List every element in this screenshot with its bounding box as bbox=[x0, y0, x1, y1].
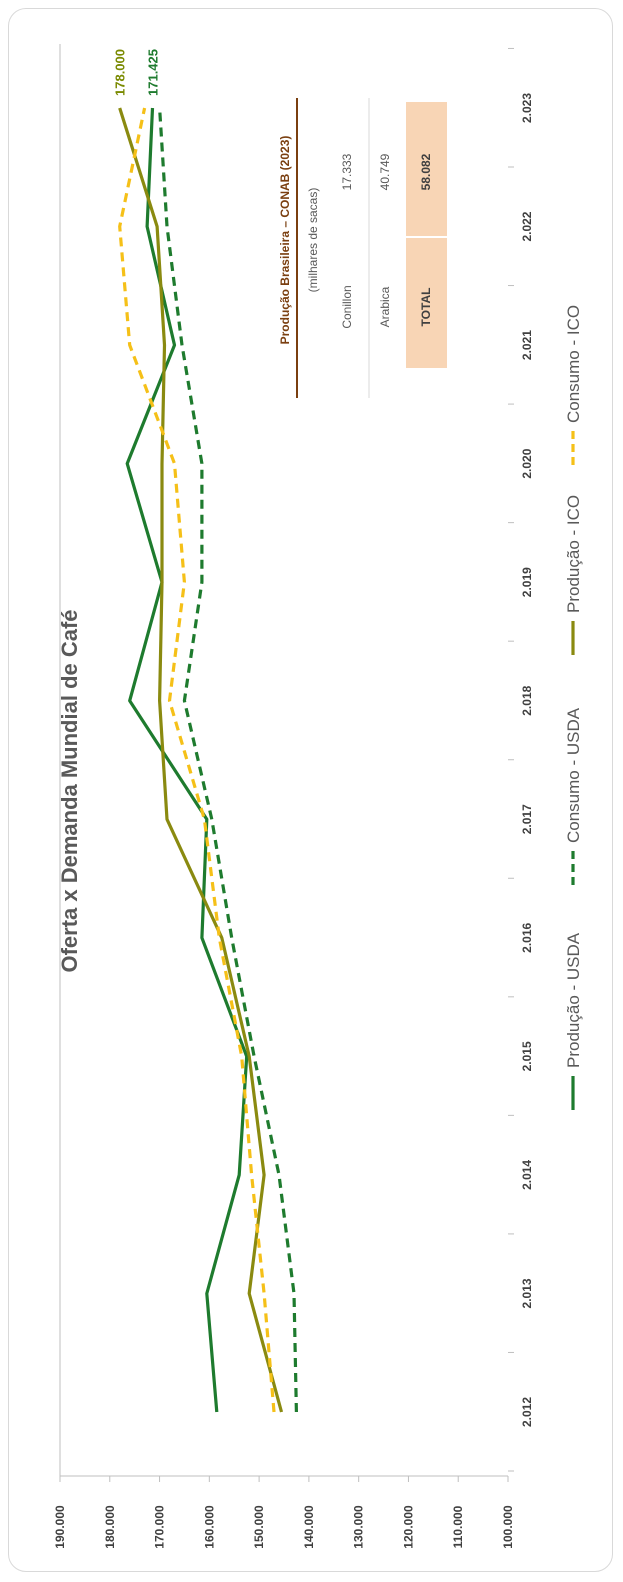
category-tick-label: 2.018 bbox=[520, 685, 534, 715]
value-tick-label: 130.000 bbox=[352, 1505, 366, 1549]
value-tick-label: 120.000 bbox=[401, 1505, 415, 1549]
legend-label: Produção - ICO bbox=[564, 495, 583, 613]
row-label-arabica: Arabica bbox=[378, 286, 392, 327]
series-line bbox=[118, 107, 284, 1413]
value-tick-label: 170.000 bbox=[153, 1505, 167, 1549]
row-value-conillon: 17.333 bbox=[340, 153, 354, 190]
chart-card bbox=[8, 8, 613, 1572]
legend-label: Produção - USDA bbox=[564, 932, 583, 1068]
value-tick-label: 140.000 bbox=[302, 1505, 316, 1549]
series-lines bbox=[118, 107, 298, 1413]
category-tick-label: 2.020 bbox=[520, 448, 534, 478]
value-ticks: 100.000 110.000 120.000 130.000 140.000 150.0… bbox=[53, 1476, 515, 1549]
total-value: 58.082 bbox=[419, 153, 433, 190]
category-tick-label: 2.023 bbox=[520, 93, 534, 123]
legend-label: Consumo - USDA bbox=[564, 707, 583, 843]
category-tick-label: 2.022 bbox=[520, 211, 534, 241]
value-tick-label: 160.000 bbox=[202, 1505, 216, 1549]
series-line bbox=[125, 107, 249, 1413]
end-labels: 178.000 171.425 bbox=[113, 49, 161, 96]
series-line bbox=[118, 107, 276, 1413]
table-title: Produção Brasileira – CONAB (2023) bbox=[278, 136, 292, 345]
category-tick-label: 2.014 bbox=[520, 1160, 534, 1190]
total-row-background bbox=[406, 102, 447, 368]
category-tick-label: 2.015 bbox=[520, 1041, 534, 1071]
row-label-conillon: Conillon bbox=[340, 285, 354, 328]
value-tick-label: 100.000 bbox=[501, 1505, 515, 1549]
category-tick-label: 2.017 bbox=[520, 804, 534, 834]
category-tick-label: 2.016 bbox=[520, 922, 534, 952]
production-table: Produção Brasileira – CONAB (2023) (milh… bbox=[278, 98, 447, 398]
total-label: TOTAL bbox=[419, 288, 433, 327]
category-tick-label: 2.019 bbox=[520, 567, 534, 597]
series-end-label: 171.425 bbox=[145, 49, 160, 96]
table-subtitle: (milhares de sacas) bbox=[306, 188, 320, 293]
chart-title: Oferta x Demanda Mundial de Café bbox=[57, 609, 82, 972]
series-line bbox=[158, 107, 298, 1413]
row-value-arabica: 40.749 bbox=[378, 153, 392, 190]
category-ticks: 2.012 2.013 2.014 2.015 2.016 2.017 2.018 2.019… bbox=[508, 47, 534, 1472]
legend: Produção - USDA Consumo - USDA Produção - … bbox=[564, 305, 583, 1110]
series-end-label: 178.000 bbox=[113, 49, 128, 96]
value-tick-label: 150.000 bbox=[252, 1505, 266, 1549]
value-tick-label: 180.000 bbox=[103, 1505, 117, 1549]
category-tick-label: 2.012 bbox=[520, 1397, 534, 1427]
category-tick-label: 2.021 bbox=[520, 330, 534, 360]
value-tick-label: 110.000 bbox=[451, 1505, 465, 1548]
value-tick-label: 190.000 bbox=[53, 1505, 67, 1549]
legend-label: Consumo - ICO bbox=[564, 305, 583, 423]
category-tick-label: 2.013 bbox=[520, 1278, 534, 1308]
